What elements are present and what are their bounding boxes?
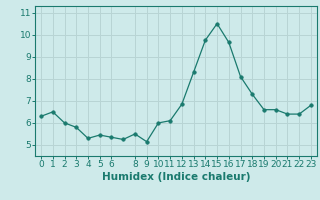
X-axis label: Humidex (Indice chaleur): Humidex (Indice chaleur) [102, 172, 250, 182]
